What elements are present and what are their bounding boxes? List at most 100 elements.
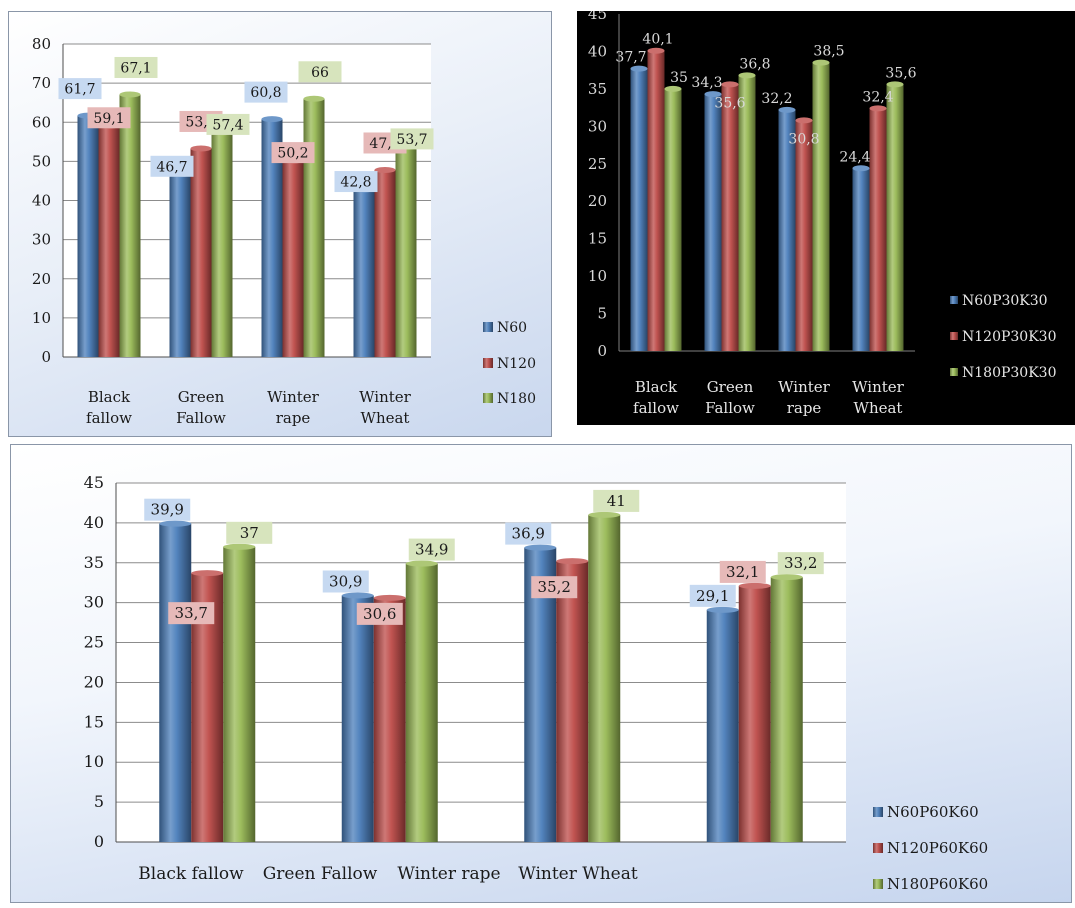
legend-swatch bbox=[483, 358, 493, 368]
y-tick-label: 60 bbox=[32, 113, 51, 131]
bar-n180p30k30-1 bbox=[738, 75, 756, 352]
x-tick-label: Wheat bbox=[361, 409, 410, 427]
bar-n120p30k30-3 bbox=[869, 108, 887, 351]
bar-top bbox=[191, 570, 224, 577]
legend-swatch bbox=[950, 332, 958, 340]
legend-swatch bbox=[483, 322, 493, 332]
data-label: 30,8 bbox=[788, 131, 819, 147]
y-tick-label: 50 bbox=[32, 152, 51, 170]
bar-n180p60k60-2 bbox=[588, 514, 621, 842]
y-tick-label: 80 bbox=[32, 35, 51, 53]
bar-n120-2 bbox=[282, 160, 304, 357]
bar-top bbox=[190, 145, 212, 152]
bar-top bbox=[373, 594, 406, 601]
x-tick-label: Fallow bbox=[176, 409, 226, 427]
legend-label: N120 bbox=[497, 356, 536, 372]
data-label-box bbox=[150, 155, 194, 177]
data-label: 35 bbox=[670, 70, 688, 86]
x-tick-label: Winter bbox=[778, 378, 831, 396]
data-label: 37,7 bbox=[615, 50, 646, 66]
y-tick-label: 30 bbox=[32, 231, 51, 249]
data-label-box bbox=[87, 107, 131, 129]
bar-n180-2 bbox=[303, 98, 325, 358]
bar-top bbox=[886, 81, 904, 88]
x-tick-label: Green Fallow bbox=[263, 864, 378, 884]
bar-n180-0 bbox=[119, 94, 141, 357]
bar-top bbox=[223, 543, 256, 550]
x-tick-label: Green bbox=[707, 378, 754, 396]
bar-n180-1 bbox=[211, 132, 233, 357]
data-label-box bbox=[168, 602, 215, 625]
data-label: 35,6 bbox=[714, 95, 745, 111]
data-label: 32,4 bbox=[862, 89, 893, 105]
data-label: 59,1 bbox=[93, 111, 124, 127]
data-label: 33,2 bbox=[784, 554, 817, 572]
data-label-box bbox=[689, 584, 736, 607]
legend-label: N180 bbox=[497, 391, 536, 407]
x-tick-label: fallow bbox=[633, 399, 679, 417]
bar-top bbox=[588, 511, 621, 518]
y-tick-label: 20 bbox=[32, 270, 51, 288]
data-label: 32,1 bbox=[726, 563, 759, 581]
data-label: 24,4 bbox=[839, 149, 870, 165]
bar-top bbox=[630, 65, 648, 72]
y-tick-label: 0 bbox=[597, 342, 607, 360]
legend-swatch bbox=[950, 368, 958, 376]
y-tick-label: 15 bbox=[588, 230, 607, 248]
y-tick-label: 15 bbox=[84, 712, 104, 731]
y-tick-label: 10 bbox=[32, 309, 51, 327]
data-label: 60,8 bbox=[250, 85, 281, 101]
data-label: 34,9 bbox=[415, 541, 448, 559]
bar-top bbox=[795, 117, 813, 124]
y-tick-label: 35 bbox=[588, 80, 607, 98]
data-label: 35,2 bbox=[538, 578, 571, 596]
bar-n180-3 bbox=[395, 146, 417, 357]
legend-label: N120P30K30 bbox=[962, 329, 1056, 345]
data-label: 46,7 bbox=[156, 159, 187, 175]
data-label-box bbox=[390, 128, 434, 150]
x-tick-label: Winter Wheat bbox=[518, 864, 638, 884]
bar-top bbox=[770, 574, 803, 581]
y-tick-label: 30 bbox=[588, 117, 607, 135]
bar-top bbox=[556, 558, 589, 565]
data-label-box bbox=[114, 56, 158, 78]
bar-top bbox=[721, 81, 739, 88]
bar-n180p60k60-0 bbox=[223, 546, 256, 842]
bar-n120p30k30-2 bbox=[795, 120, 813, 351]
bar-top bbox=[341, 592, 374, 599]
x-tick-label: fallow bbox=[86, 409, 132, 427]
x-tick-label: Winter bbox=[359, 388, 412, 406]
y-tick-label: 20 bbox=[588, 192, 607, 210]
bar-top bbox=[303, 95, 325, 102]
bar-n180p30k30-3 bbox=[886, 84, 904, 351]
y-tick-label: 20 bbox=[84, 672, 104, 691]
data-label-box bbox=[505, 522, 552, 545]
bar-n120p30k30-0 bbox=[647, 50, 665, 351]
data-label-box bbox=[719, 560, 766, 583]
bar-n60-1 bbox=[169, 174, 191, 357]
bar-top bbox=[374, 166, 396, 173]
bar-top bbox=[706, 606, 739, 613]
bar-top bbox=[524, 544, 557, 551]
data-label: 34,3 bbox=[691, 75, 722, 91]
y-tick-label: 0 bbox=[41, 348, 51, 366]
data-label-box bbox=[593, 489, 640, 512]
data-label: 29,1 bbox=[696, 587, 729, 605]
bar-n60p60k60-0 bbox=[159, 523, 192, 842]
legend-label: N60P60K60 bbox=[887, 803, 979, 821]
y-tick-label: 35 bbox=[84, 553, 104, 572]
chart-panel-n-p60-k60: 0 5 10 15 20 25 30 35 40 45 39,9 30,9 36,9 29,1 33,7 30… bbox=[10, 444, 1072, 903]
data-label: 42,8 bbox=[340, 175, 371, 191]
y-tick-label: 70 bbox=[32, 74, 51, 92]
legend-label: N60 bbox=[497, 320, 527, 336]
data-label-box bbox=[408, 538, 455, 561]
legend-label: N60P30K30 bbox=[962, 293, 1048, 309]
bar-top bbox=[704, 91, 722, 98]
data-label: 53,7 bbox=[396, 132, 427, 148]
bar-top bbox=[119, 91, 141, 98]
data-label-box bbox=[244, 81, 288, 103]
legend-swatch bbox=[873, 843, 883, 853]
y-tick-label: 40 bbox=[32, 192, 51, 210]
bar-top bbox=[738, 582, 771, 589]
data-label: 66 bbox=[311, 65, 329, 81]
